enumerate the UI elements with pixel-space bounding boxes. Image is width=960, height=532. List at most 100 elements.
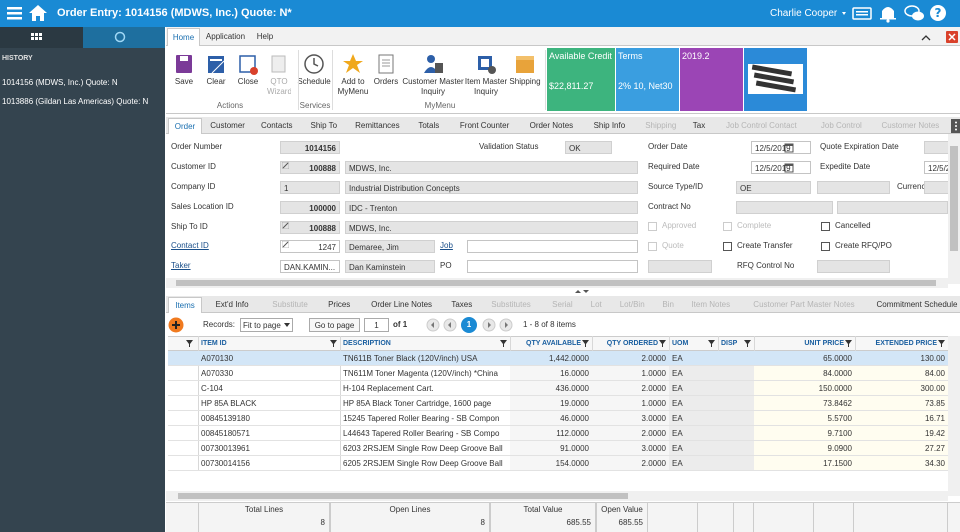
item-tab[interactable]: Items xyxy=(168,297,202,313)
grid-row[interactable] xyxy=(168,381,948,396)
ribbon-button[interactable]: Schedule xyxy=(297,77,331,86)
order-tab[interactable]: Totals xyxy=(418,121,440,130)
grid-row[interactable] xyxy=(168,411,948,426)
field-input[interactable]: 12/5/2019 xyxy=(751,141,811,154)
grid-row[interactable] xyxy=(168,456,948,471)
grid-cell: 73.85 xyxy=(924,399,945,408)
item-tab[interactable]: Commitment Schedule xyxy=(876,300,958,309)
order-tab[interactable]: Order xyxy=(168,118,202,134)
grid-column-header[interactable]: DESCRIPTION xyxy=(343,340,391,347)
grid-row[interactable] xyxy=(168,351,948,366)
checkbox-label[interactable]: Create RFQ/PO xyxy=(835,241,892,250)
grid-column-header[interactable]: UOM xyxy=(672,340,689,347)
ribbon-button[interactable]: Orders xyxy=(373,77,399,86)
grid-column-header[interactable]: ITEM ID xyxy=(201,340,227,347)
history-item[interactable]: 1013886 (Gildan Las Americas) Quote: N xyxy=(2,97,149,106)
edit-icon xyxy=(282,241,289,248)
grid-column-header[interactable]: DISP xyxy=(721,340,738,347)
ribbon-button[interactable]: Shipping xyxy=(509,77,541,86)
field-input[interactable] xyxy=(467,240,638,253)
checkbox-label[interactable]: Create Transfer xyxy=(737,241,793,250)
field-label[interactable]: Job xyxy=(440,241,453,250)
grid-row[interactable] xyxy=(168,366,948,381)
order-tab[interactable]: Ship To xyxy=(310,121,338,130)
field-input[interactable]: IDC - Trenton xyxy=(345,201,638,214)
field-input[interactable]: 12/5/2019 xyxy=(751,161,811,174)
grid-column-header[interactable]: QTY ORDERED xyxy=(606,340,658,347)
page-input[interactable]: 1 xyxy=(364,318,389,332)
field-input[interactable]: Demaree, Jim xyxy=(345,240,435,253)
ribbon-button[interactable]: Close xyxy=(237,77,259,86)
grid-cell: 84.0000 xyxy=(823,369,852,378)
records-select[interactable]: Fit to page xyxy=(240,318,293,332)
order-tab[interactable]: Customer xyxy=(210,121,245,130)
field-input[interactable]: 100000 xyxy=(280,201,340,214)
field-input[interactable]: 1014156 xyxy=(280,141,340,154)
field-label[interactable]: Contact ID xyxy=(171,241,209,250)
item-tab[interactable]: Order Line Notes xyxy=(371,300,433,309)
order-tab[interactable]: Front Counter xyxy=(459,121,510,130)
order-tab: Customer Notes xyxy=(881,121,940,130)
grid-column-header[interactable]: UNIT PRICE xyxy=(804,340,844,347)
ribbon-button[interactable]: Add to MyMenu xyxy=(337,77,369,96)
field-input[interactable] xyxy=(648,260,712,273)
field-input[interactable]: Dan Kaminstein xyxy=(345,260,435,273)
field-input[interactable]: Industrial Distribution Concepts xyxy=(345,181,638,194)
field-input[interactable] xyxy=(817,260,890,273)
ribbon-button[interactable]: Customer Master Inquiry xyxy=(402,77,464,96)
field-input[interactable] xyxy=(837,201,948,214)
go-to-page-button[interactable]: Go to page xyxy=(309,318,360,332)
user-name[interactable]: Charlie Cooper xyxy=(770,8,838,19)
field-input[interactable]: MDWS, Inc. xyxy=(345,161,638,174)
field-input[interactable]: 1 xyxy=(280,181,340,194)
ribbon-button[interactable]: Item Master Inquiry xyxy=(464,77,508,96)
grid-row[interactable] xyxy=(168,441,948,456)
order-tab[interactable]: Remittances xyxy=(355,121,400,130)
order-tab[interactable]: Contacts xyxy=(260,121,293,130)
ribbon-icon xyxy=(176,55,192,73)
order-tab[interactable]: Order Notes xyxy=(529,121,574,130)
order-tab[interactable]: Ship Info xyxy=(593,121,626,130)
item-tab[interactable]: Taxes xyxy=(451,300,473,309)
info-tile[interactable] xyxy=(616,48,679,111)
grid-column-header[interactable]: EXTENDED PRICE xyxy=(875,340,937,347)
grid-cell: 9.7100 xyxy=(827,429,852,438)
field-input[interactable]: 100888 xyxy=(280,221,340,234)
ribbon-button[interactable]: Clear xyxy=(206,77,226,86)
item-tab[interactable]: Ext'd Info xyxy=(215,300,249,309)
grid-cell: 17.1500 xyxy=(823,459,852,468)
grid-row[interactable] xyxy=(168,396,948,411)
grid-column-header[interactable]: QTY AVAILABLE xyxy=(526,340,581,347)
totals-value: 8 xyxy=(480,518,485,527)
field-input[interactable] xyxy=(736,201,833,214)
current-page[interactable]: 1 xyxy=(466,320,472,329)
ribbon-tab[interactable]: Application xyxy=(205,32,246,41)
field-label[interactable]: Taker xyxy=(171,261,191,270)
order-tab[interactable]: Tax xyxy=(692,121,706,130)
grid-cell: 6203 2RSJEM Single Row Deep Groove Ball xyxy=(343,444,503,453)
grid-row[interactable] xyxy=(168,426,948,441)
field-input[interactable]: 100888 xyxy=(280,161,340,174)
grid-cell: 16.71 xyxy=(924,414,945,423)
field-input[interactable]: MDWS, Inc. xyxy=(345,221,638,234)
ribbon-button[interactable]: Save xyxy=(174,77,194,86)
tab-more-menu xyxy=(951,119,960,133)
field-input[interactable]: DAN.KAMIN... xyxy=(280,260,340,273)
item-tab[interactable]: Prices xyxy=(328,300,351,309)
field-label: Order Date xyxy=(648,142,688,151)
field-input[interactable] xyxy=(817,181,890,194)
info-tile[interactable] xyxy=(680,48,743,111)
field-input[interactable]: OK xyxy=(565,141,612,154)
history-heading: HISTORY xyxy=(2,55,33,62)
totals-label: Total Value xyxy=(523,505,563,514)
history-item[interactable]: 1014156 (MDWS, Inc.) Quote: N xyxy=(2,78,118,87)
checkbox-label[interactable]: Cancelled xyxy=(835,221,871,230)
ribbon-tab[interactable]: Home xyxy=(167,28,200,46)
field-input[interactable]: 1247 xyxy=(280,240,340,253)
grid-cell-bg xyxy=(669,381,754,395)
info-tile[interactable] xyxy=(547,48,615,111)
field-input[interactable] xyxy=(467,260,638,273)
ribbon-tab[interactable]: Help xyxy=(256,32,274,41)
field-input[interactable]: OE xyxy=(736,181,811,194)
ribbon-icon xyxy=(516,56,534,73)
